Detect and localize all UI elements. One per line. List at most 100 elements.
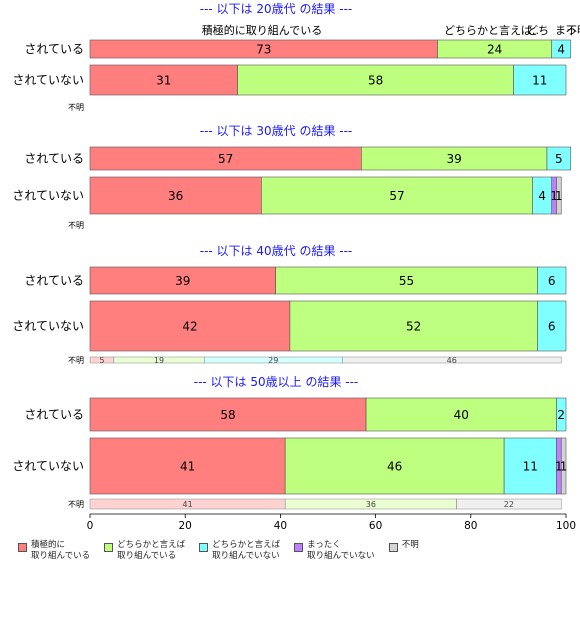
bar-value-2-1-3: 5	[555, 152, 563, 166]
row-label-1-2: されていない	[12, 73, 84, 87]
bar-4-2-1	[89, 437, 286, 495]
x-tick-label-3: 40	[274, 520, 287, 532]
bar-value-3-1-2: 55	[399, 274, 414, 288]
bar-value-4-2-3: 11	[523, 460, 538, 474]
bar-value-2-1-1: 57	[218, 152, 233, 166]
chart-legend: 積極的に 取り組んでいる どちらかと言えば 取り組んでいる どちらかと言えば 取…	[18, 540, 433, 562]
legend-item-1: 積極的に 取り組んでいる	[18, 540, 90, 562]
row-label-2-2: されていない	[12, 189, 84, 203]
legend-label-3: どちらかと言えば 取り組んでいない	[212, 540, 281, 561]
panel-title-3: --- 以下は 40歳代 の結果 ---	[200, 244, 353, 258]
bar-1-2-1	[89, 64, 238, 96]
row-label-4-2: されていない	[12, 459, 84, 473]
unknown-label-4: 不明	[68, 500, 84, 509]
legend-swatch-3	[199, 543, 209, 552]
x-tick-label-4: 60	[369, 520, 382, 532]
bar-3-1-2	[275, 266, 538, 295]
bar-1-1-3	[551, 39, 572, 59]
bar-value-4-1-3: 2	[557, 408, 565, 422]
bar-value-4-2-1: 41	[180, 460, 195, 474]
bar-value-4-1-2: 40	[454, 408, 469, 422]
bar-value-1-1-1: 73	[256, 43, 271, 57]
bar-value-2-2-3: 4	[538, 189, 546, 203]
bar-value-2-2-4: 1	[550, 189, 558, 203]
bar-value-3-1-3: 6	[548, 274, 556, 288]
bar-value-4-2-4: 1	[555, 460, 563, 474]
bar-value-2-2-1: 36	[168, 189, 183, 203]
unknown-bar-4-5	[456, 498, 562, 510]
bar-4-1-3	[556, 397, 567, 432]
bar-4-1-1	[89, 397, 367, 432]
bar-2-2-5	[556, 176, 562, 215]
bar-3-2-2	[289, 300, 538, 352]
bar-value-3-2-2: 52	[406, 320, 421, 334]
bar-value-1-1-3: 4	[557, 43, 565, 57]
bar-value-2-2-2: 57	[389, 189, 404, 203]
bar-value-4-1-1: 58	[220, 408, 235, 422]
bar-value-3-2-3: 6	[548, 320, 556, 334]
legend-item-4: まったく 取り組んでいない	[294, 540, 375, 562]
legend-item-3: どちらかと言えば 取り組んでいない	[199, 540, 280, 562]
row-label-1-1: されている	[24, 42, 84, 56]
unknown-label-1: 不明	[68, 103, 84, 112]
bar-3-1-1	[89, 266, 276, 295]
bar-4-1-2	[365, 397, 557, 432]
top-label-1: 積極的に取り組んでいる	[202, 23, 322, 37]
bar-2-2-2	[261, 176, 533, 215]
bar-2-1-3	[546, 146, 572, 171]
panel-title-4: --- 以下は 50歳以上 の結果 ---	[194, 375, 359, 389]
top-label-2: どちらかと言えば..	[444, 24, 539, 37]
bar-3-1-3	[537, 266, 567, 295]
unknown-value-3-3: 29	[268, 356, 278, 365]
legend-swatch-5	[388, 543, 398, 552]
bar-4-2-5	[560, 437, 567, 495]
x-tick-label-6: 100	[556, 520, 576, 532]
top-label-5: 不明	[566, 24, 580, 37]
bar-value-4-2-5: 1	[560, 460, 568, 474]
bar-1-2-2	[237, 64, 514, 96]
row-label-3-2: されていない	[12, 319, 84, 333]
bar-3-2-1	[89, 300, 291, 352]
row-label-4-1: されている	[24, 408, 84, 422]
top-label-4: まっ	[555, 24, 577, 37]
unknown-label-3: 不明	[68, 356, 84, 365]
legend-item-5: 不明	[388, 540, 419, 562]
legend-item-2: どちらかと言えば 取り組んでいる	[104, 540, 185, 562]
x-tick-label-2: 20	[179, 520, 192, 532]
bar-value-4-2-2: 46	[387, 460, 402, 474]
legend-label-5: 不明	[401, 540, 419, 550]
legend-label-1: 積極的に 取り組んでいる	[31, 540, 91, 561]
panel-title-1: --- 以下は 20歳代 の結果 ---	[200, 2, 353, 16]
bar-value-2-1-2: 39	[446, 152, 461, 166]
unknown-value-4-5: 22	[504, 500, 514, 509]
legend-label-2: どちらかと言えば 取り組んでいる	[117, 540, 186, 561]
bar-3-2-3	[537, 300, 567, 352]
row-label-2-1: されている	[24, 152, 84, 166]
row-label-3-1: されている	[24, 274, 84, 288]
legend-swatch-2	[104, 543, 114, 552]
unknown-value-4-2: 36	[366, 500, 376, 509]
x-tick-label-5: 80	[464, 520, 477, 532]
bar-value-2-2-5: 1	[555, 189, 563, 203]
x-tick-label-1: 0	[87, 520, 94, 532]
unknown-value-3-1: 5	[99, 356, 104, 365]
bar-1-2-3	[513, 64, 567, 96]
unknown-value-3-2: 19	[154, 356, 164, 365]
bar-value-1-2-3: 11	[532, 74, 547, 88]
unknown-bar-3-5	[342, 356, 562, 364]
bar-4-2-2	[284, 437, 505, 495]
bar-2-2-1	[89, 176, 262, 215]
bar-value-3-1-1: 39	[175, 274, 190, 288]
bar-value-1-2-1: 31	[156, 74, 171, 88]
bar-value-3-2-1: 42	[182, 320, 197, 334]
unknown-value-3-5: 46	[447, 356, 457, 365]
panel-title-2: --- 以下は 30歳代 の結果 ---	[200, 124, 353, 138]
legend-swatch-4	[294, 543, 304, 552]
unknown-value-4-1: 41	[182, 500, 192, 509]
legend-swatch-1	[18, 543, 27, 552]
unknown-label-2: 不明	[68, 221, 84, 230]
legend-label-4: まったく 取り組んでいない	[307, 540, 375, 561]
bar-value-1-1-2: 24	[487, 43, 502, 57]
stacked-bar-chart: 積極的に取り組んでいる どちらかと言えば..どちまっ不明 --- 以下は 20歳代 …	[12, 2, 580, 532]
top-label-3: どち	[527, 24, 549, 37]
